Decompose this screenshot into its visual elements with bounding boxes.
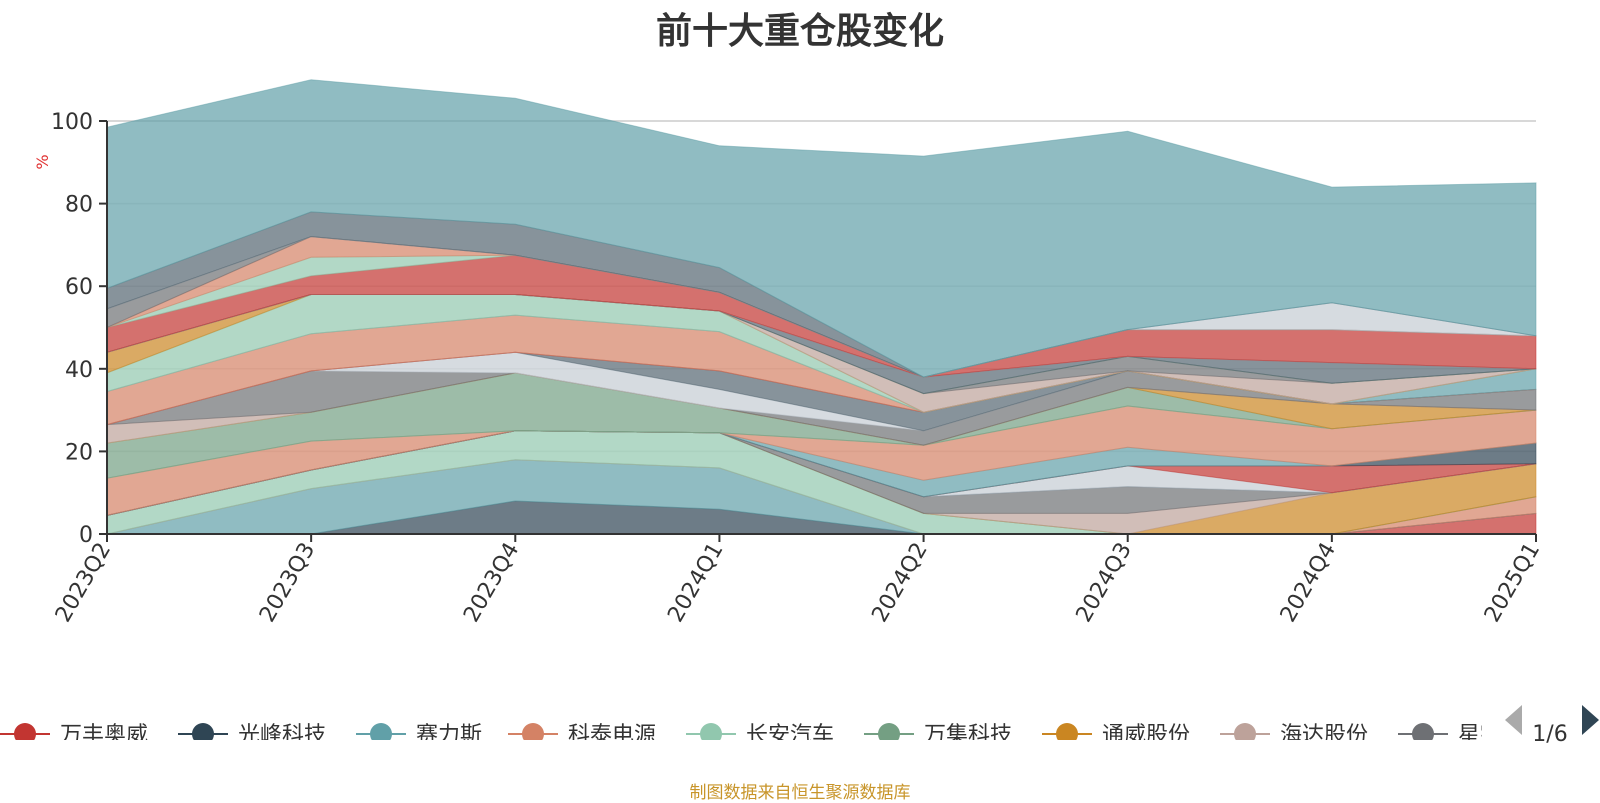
y-tick-label: 40 <box>65 358 93 383</box>
legend-marker-icon <box>1056 723 1078 740</box>
legend-item[interactable]: 科泰电源 <box>508 723 656 748</box>
area-layer <box>106 79 1537 535</box>
legend-item[interactable]: 万丰奥威 <box>0 723 148 748</box>
y-tick-label: 0 <box>79 523 93 548</box>
x-tick-label: 2024Q1 <box>663 539 728 627</box>
legend-label: 通威股份 <box>1102 723 1190 748</box>
x-tick-label: 2024Q2 <box>867 539 932 627</box>
legend-item[interactable]: 通威股份 <box>1042 723 1190 748</box>
legend-label: 海达股份 <box>1280 723 1368 748</box>
legend-marker-icon <box>1234 723 1256 740</box>
y-tick-label: 100 <box>51 110 93 135</box>
legend-items: 万丰奥威 光峰科技 赛力斯 科泰电源 长安汽车 万集科技 通威股份 海达股份 星宇股份 <box>0 723 1546 748</box>
legend-marker-icon <box>522 723 544 740</box>
legend-marker-icon <box>192 723 214 740</box>
legend-label: 赛力斯 <box>416 723 482 748</box>
y-tick-label: 60 <box>65 275 93 300</box>
legend-label: 星宇股份 <box>1458 723 1546 748</box>
legend-item[interactable]: 光峰科技 <box>178 723 326 748</box>
legend-label: 万集科技 <box>924 723 1012 748</box>
y-axis-unit-label: % <box>33 154 52 169</box>
area-series-38[interactable] <box>106 79 1537 378</box>
legend-label: 光峰科技 <box>238 723 326 748</box>
legend-label: 长安汽车 <box>746 723 834 748</box>
legend-label: 万丰奥威 <box>60 723 148 748</box>
legend-pager: 1/6 <box>1505 705 1599 747</box>
legend-marker-icon <box>878 723 900 740</box>
legend-prev-page-icon[interactable] <box>1505 705 1522 735</box>
legend-item[interactable]: 万集科技 <box>864 723 1012 748</box>
data-source-note: 制图数据来自恒生聚源数据库 <box>689 783 911 803</box>
chart-title: 前十大重仓股变化 <box>655 11 944 52</box>
legend-marker-icon <box>14 723 36 740</box>
x-tick-label: 2023Q4 <box>459 539 524 627</box>
legend-page-indicator: 1/6 <box>1532 722 1567 747</box>
legend-item[interactable]: 星宇股份 <box>1398 723 1546 748</box>
x-tick-label: 2023Q2 <box>51 539 116 627</box>
legend-label: 科泰电源 <box>568 723 656 748</box>
legend: 万丰奥威 光峰科技 赛力斯 科泰电源 长安汽车 万集科技 通威股份 海达股份 星宇股份 <box>0 723 1546 748</box>
legend-item[interactable]: 长安汽车 <box>686 723 834 748</box>
legend-marker-icon <box>700 723 722 740</box>
y-tick-label: 80 <box>65 193 93 218</box>
legend-marker-icon <box>370 723 392 740</box>
y-tick-label: 20 <box>65 440 93 465</box>
x-tick-label: 2023Q3 <box>255 539 320 627</box>
x-tick-label: 2024Q3 <box>1072 539 1137 627</box>
legend-next-page-icon[interactable] <box>1582 705 1599 735</box>
x-tick-label: 2025Q1 <box>1480 539 1545 627</box>
legend-marker-icon <box>1412 723 1434 740</box>
legend-item[interactable]: 赛力斯 <box>356 723 482 748</box>
legend-item[interactable]: 海达股份 <box>1220 723 1368 748</box>
x-tick-label: 2024Q4 <box>1276 539 1341 627</box>
